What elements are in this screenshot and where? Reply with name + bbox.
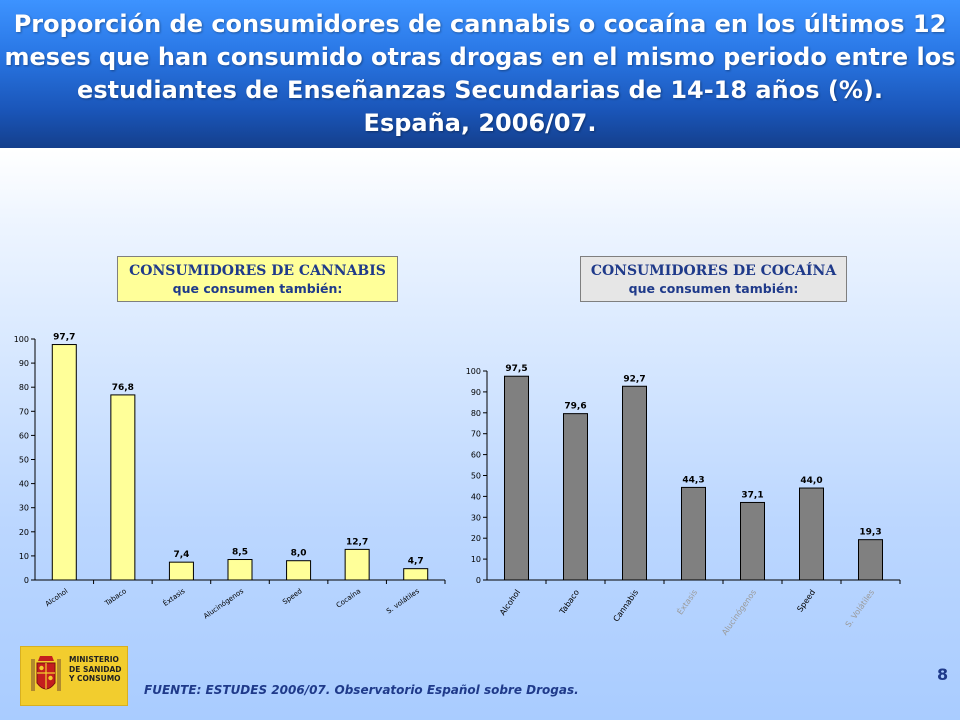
category-label: S. Volátiles [844,588,876,629]
y-tick-label: 30 [471,513,481,522]
title-line: Proporción de consumidores de cannabis o… [13,10,947,38]
data-label: 76,8 [112,383,134,393]
y-tick-label: 60 [19,431,29,440]
title-line: meses que han consumido otras drogas en … [4,43,956,71]
bar-3 [681,486,706,581]
bar-4 [740,501,765,581]
category-label: S. volátiles [385,587,421,616]
source-note: FUENTE: ESTUDES 2006/07. Observatorio Es… [144,683,579,697]
y-tick-label: 0 [476,576,481,585]
bar-5 [344,548,370,581]
data-label: 97,5 [505,364,527,374]
bar-1 [110,394,136,581]
category-label: Éxtasis [674,587,699,617]
bar-2 [622,385,647,581]
bar-4 [286,560,312,581]
y-tick-label: 40 [471,492,481,501]
data-label: 19,3 [859,528,881,538]
title-line: España, 2006/07. [363,109,597,137]
y-tick-label: 50 [471,472,481,481]
title-line: estudiantes de Enseñanzas Secundarias de… [77,76,883,104]
category-label: Speed [795,588,817,614]
ministry-logo: MINISTERIO DE SANIDAD Y CONSUMO [20,646,128,706]
data-label: 44,0 [800,476,822,486]
y-tick-label: 20 [19,528,29,537]
data-label: 97,7 [53,333,75,343]
y-tick-label: 0 [24,576,29,585]
y-tick-label: 70 [19,407,29,416]
category-label: Cannabis [612,588,641,623]
cocaina-box-subtitle: que consumen también: [628,280,799,296]
data-label: 37,1 [741,490,763,500]
category-label: Alucinógenos [719,587,758,637]
y-tick-label: 90 [19,359,29,368]
y-tick-label: 90 [471,388,481,397]
y-tick-label: 10 [19,552,29,561]
title-banner: Proporción de consumidores de cannabis o… [0,0,960,148]
cocaina-bar-chart: 0 10 20 30 40 50 60 70 80 90 100 97,5 Alcohol 79,6 Tab… [466,364,901,637]
y-tick-label: 10 [471,555,481,564]
bar-1 [563,413,588,581]
page-number: 8 [937,665,949,684]
data-label: 8,0 [291,549,307,559]
y-tick-label: 100 [466,367,481,376]
bar-5 [799,487,824,581]
y-tick-label: 80 [19,383,29,392]
category-label: Alcohol [44,587,70,608]
ministry-name: MINISTERIO DE SANIDAD Y CONSUMO [69,655,122,683]
coat-of-arms-icon [31,656,61,691]
bar-2 [168,561,194,581]
category-label: Tabaco [557,588,581,617]
cannabis-box-title: CONSUMIDORES DE CANNABIS [129,262,386,279]
y-tick-label: 100 [14,335,29,344]
cocaina-box-title: CONSUMIDORES DE COCAÍNA [590,262,837,279]
y-tick-label: 40 [19,480,29,489]
category-label: Alcohol [498,588,522,617]
category-label: Alucinógenos [202,587,245,621]
bar-6 [858,539,883,581]
data-label: 79,6 [564,402,586,412]
cannabis-box-subtitle: que consumen también: [172,280,343,296]
data-label: 44,3 [682,475,704,485]
bar-0 [504,375,529,581]
cocaina-label-box: CONSUMIDORES DE COCAÍNA que consumen tam… [580,256,847,302]
data-label: 92,7 [623,374,645,384]
bar-3 [227,559,253,581]
category-label: Speed [281,587,304,606]
y-tick-label: 20 [471,534,481,543]
data-label: 4,7 [408,557,424,567]
y-tick-label: 80 [471,409,481,418]
y-tick-label: 70 [471,430,481,439]
data-label: 8,5 [232,548,248,558]
y-tick-label: 60 [471,451,481,460]
data-label: 12,7 [346,537,368,547]
category-label: Éxtasis [161,586,187,608]
data-label: 7,4 [173,550,189,560]
category-label: Cocaína [335,587,363,610]
cannabis-bar-chart: 0 10 20 30 40 50 60 70 80 90 100 97,7 Alcohol 76,8 Tab… [14,333,446,621]
y-tick-label: 50 [19,456,29,465]
category-label: Tabaco [103,587,128,608]
bar-6 [403,568,429,581]
y-tick-label: 30 [19,504,29,513]
cannabis-label-box: CONSUMIDORES DE CANNABIS que consumen ta… [117,256,398,302]
bar-0 [51,344,77,581]
